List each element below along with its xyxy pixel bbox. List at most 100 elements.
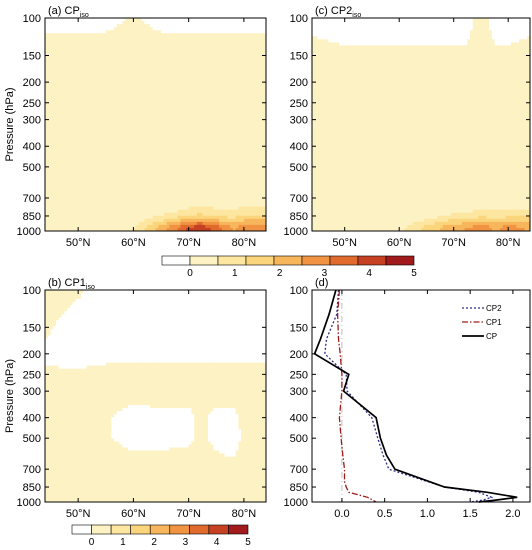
heatmap-cell [227,30,231,34]
heatmap-cell [185,42,190,46]
heatmap-cell [114,66,118,71]
heatmap-cell [241,36,245,40]
heatmap-cell [152,115,157,120]
heatmap-cell [111,54,115,59]
heatmap-cell [252,197,256,202]
heatmap-cell [163,112,168,116]
heatmap-cell [213,154,217,159]
heatmap-cell [196,91,201,95]
heatmap-cell [67,161,71,165]
heatmap-cell [224,27,228,31]
heatmap-cell [172,48,176,53]
heatmap-cell [199,81,204,86]
heatmap-cell [47,121,52,126]
heatmap-cell [232,84,237,89]
heatmap-cell [216,194,220,199]
heatmap-cell [64,87,68,92]
heatmap-cell [47,182,52,186]
heatmap-cell [221,157,226,162]
heatmap-cell [47,157,52,162]
heatmap-cell [75,75,79,80]
heatmap-cell [219,81,223,86]
heatmap-cell [249,18,253,22]
heatmap-cell [72,78,76,83]
heatmap-cell [136,151,140,156]
heatmap-cell [125,118,129,123]
heatmap-cell [227,148,231,153]
heatmap-cell [141,78,146,83]
heatmap-cell [230,161,234,165]
heatmap-cell [166,75,170,80]
heatmap-cell [127,194,132,199]
heatmap-cell [163,94,168,98]
heatmap-cell [194,148,198,153]
heatmap-cell [155,115,159,120]
heatmap-cell [64,106,68,110]
heatmap-cell [161,69,165,74]
heatmap-cell [232,54,237,59]
heatmap-cell [147,191,151,196]
heatmap-cell [69,200,74,205]
heatmap-cell [67,206,71,211]
heatmap-cell [89,139,93,144]
heatmap-cell [183,60,187,65]
heatmap-cell [103,115,107,120]
heatmap-cell [45,57,49,62]
heatmap-cell [246,203,251,208]
heatmap-cell [207,164,212,168]
heatmap-cell [202,51,206,56]
heatmap-cell [136,75,140,80]
heatmap-cell [177,133,181,138]
heatmap-cell [56,185,60,189]
heatmap-cell [260,203,264,208]
heatmap-cell [199,164,204,168]
heatmap-cell [141,133,146,138]
heatmap-cell [243,33,248,37]
heatmap-cell [199,45,204,50]
heatmap-cell [252,170,256,174]
heatmap-cell [257,100,262,104]
heatmap-cell [53,167,57,171]
heatmap-cell [97,48,101,53]
heatmap-cell [138,106,143,110]
heatmap-cell [174,176,179,180]
heatmap-cell [249,66,253,71]
heatmap-cell [116,109,121,113]
heatmap-cell [169,127,173,132]
heatmap-cell [194,182,198,186]
heatmap-cell [67,115,71,120]
heatmap-cell [67,164,71,168]
heatmap-cell [116,24,121,28]
heatmap-cell [185,145,190,150]
heatmap-cell [230,194,234,199]
heatmap-cell [45,170,49,174]
heatmap-cell [122,30,126,34]
heatmap-cell [56,179,60,183]
heatmap-cell [169,115,173,120]
heatmap-cell [133,103,137,107]
heatmap-cell [230,24,234,28]
heatmap-cell [163,103,168,107]
heatmap-cell [111,188,115,193]
heatmap-cell [58,18,63,22]
heatmap-cell [89,60,93,65]
heatmap-cell [119,72,123,77]
heatmap-cell [172,148,176,153]
heatmap-cell [202,60,206,65]
heatmap-cell [161,39,165,43]
heatmap-cell [67,157,71,162]
heatmap-cell [75,72,79,77]
heatmap-cell [133,97,137,101]
heatmap-cell [194,167,198,171]
heatmap-cell [174,194,179,199]
heatmap-cell [196,27,201,31]
heatmap-cell [105,182,110,186]
heatmap-cell [199,103,204,107]
heatmap-cell [75,197,79,202]
heatmap-cell [91,57,96,62]
heatmap-cell [177,157,181,162]
heatmap-cell [263,91,266,95]
heatmap-cell [188,200,193,205]
heatmap-cell [75,127,79,132]
heatmap-cell [230,182,234,186]
